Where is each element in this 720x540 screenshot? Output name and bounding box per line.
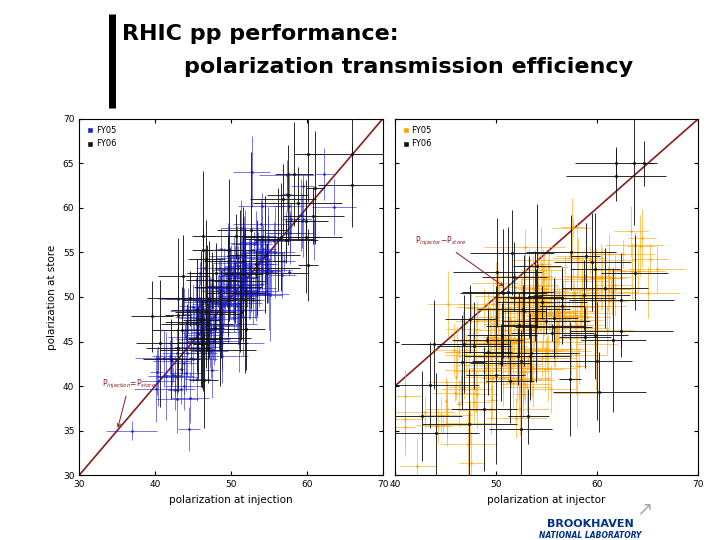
Legend: FY05, FY06: FY05, FY06 [84, 123, 120, 152]
Text: P$_{injector}$$-$P$_{store}$: P$_{injector}$$-$P$_{store}$ [415, 235, 503, 286]
X-axis label: polarization at injection: polarization at injection [169, 495, 293, 504]
Text: P$_{injection}$=P$_{store}$: P$_{injection}$=P$_{store}$ [102, 377, 156, 427]
Text: ↗: ↗ [636, 500, 652, 518]
Text: RHIC pp performance:: RHIC pp performance: [122, 24, 399, 44]
Legend: FY05, FY06: FY05, FY06 [399, 123, 436, 152]
X-axis label: polarization at injector: polarization at injector [487, 495, 606, 504]
Text: polarization transmission efficiency: polarization transmission efficiency [122, 57, 634, 77]
Y-axis label: polarization at store: polarization at store [48, 245, 58, 349]
Text: BROOKHAVEN: BROOKHAVEN [547, 519, 634, 529]
Text: NATIONAL LABORATORY: NATIONAL LABORATORY [539, 531, 642, 540]
